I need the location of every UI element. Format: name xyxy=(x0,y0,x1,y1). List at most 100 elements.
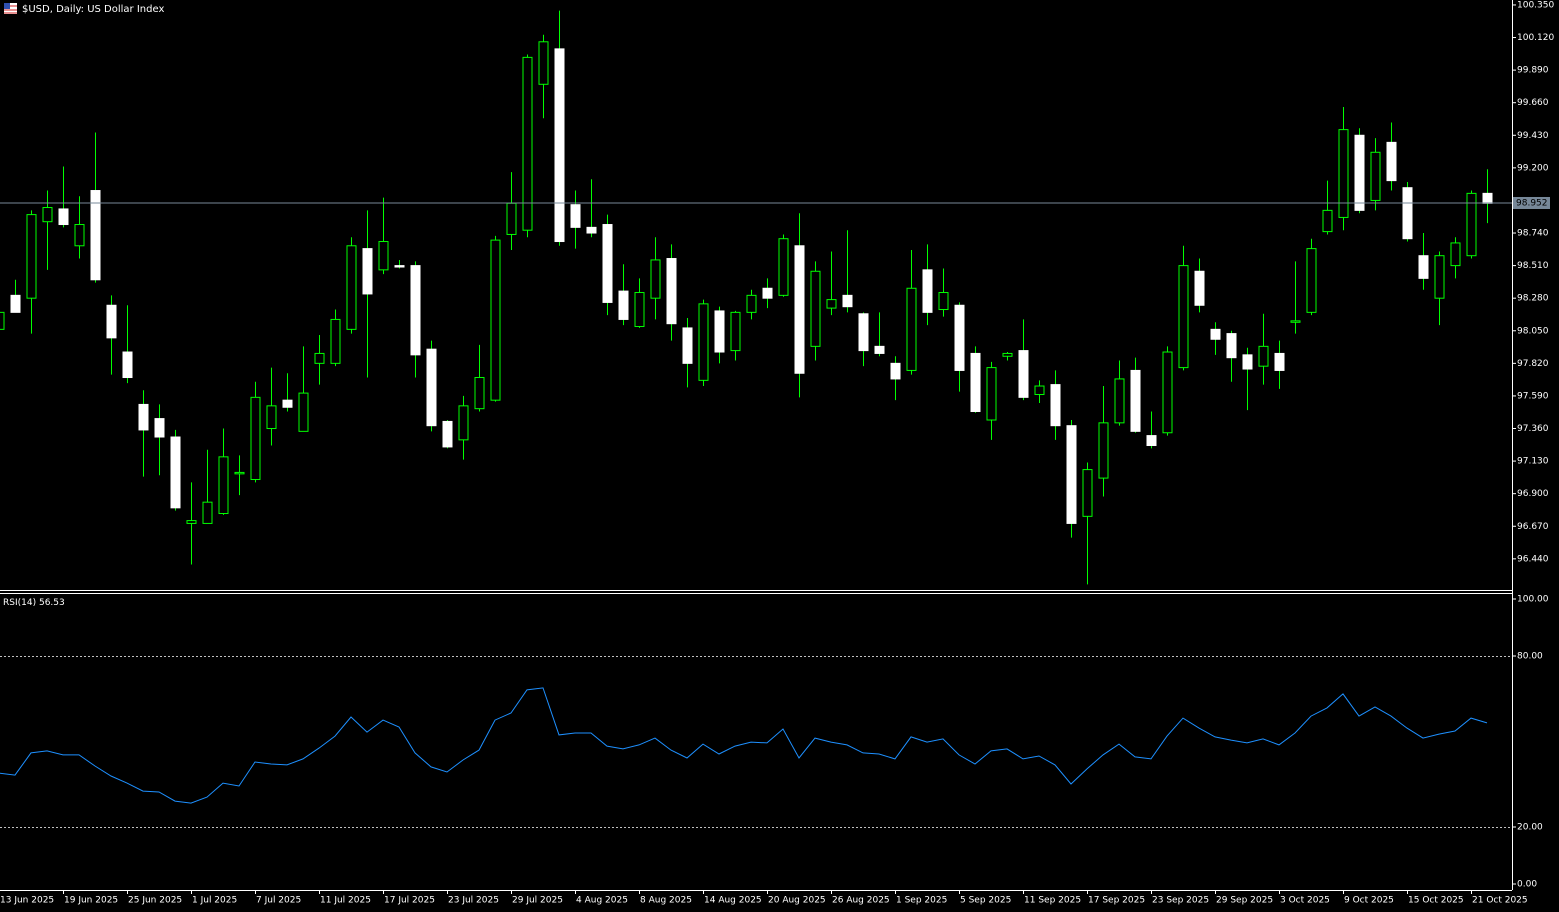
y-tick-label: 98.050 xyxy=(1517,326,1549,336)
candle-body xyxy=(362,248,373,295)
y-tick-label: 99.660 xyxy=(1517,98,1549,108)
candle-body xyxy=(698,303,709,381)
candle-body xyxy=(1178,265,1189,369)
candle-body xyxy=(1002,352,1013,357)
candle-body xyxy=(1066,425,1077,524)
x-tick-label: 29 Sep 2025 xyxy=(1216,896,1273,906)
price-label-box xyxy=(1513,196,1550,209)
candle-body xyxy=(330,318,341,364)
candle-body xyxy=(1434,255,1445,299)
price-label: 98.952 xyxy=(1516,198,1548,208)
x-tick-label: 29 Jul 2025 xyxy=(512,896,563,906)
candle-body xyxy=(986,367,997,421)
candle-body xyxy=(442,420,453,448)
candle-body xyxy=(506,202,517,235)
y-tick-label: 97.130 xyxy=(1517,457,1549,467)
candle-body xyxy=(218,456,229,515)
y-tick-label: 99.430 xyxy=(1517,131,1549,141)
candle-body xyxy=(1466,192,1477,257)
candle-body xyxy=(810,270,821,347)
y-tick-label: 97.590 xyxy=(1517,391,1549,401)
x-tick-label: 26 Aug 2025 xyxy=(832,896,890,906)
rsi-line xyxy=(0,687,1488,804)
candle-body xyxy=(1130,369,1141,432)
candle-body xyxy=(1402,187,1413,240)
y-tick-label: 99.890 xyxy=(1517,66,1549,76)
indicator-label: RSI(14) 56.53 xyxy=(3,598,65,608)
candle-body xyxy=(170,436,181,509)
candle-body xyxy=(842,294,853,308)
y-tick-label: 97.820 xyxy=(1517,359,1549,369)
candle-body xyxy=(602,224,613,303)
candle-body xyxy=(1418,255,1429,279)
candle-body xyxy=(1322,209,1333,233)
candle-body xyxy=(730,311,741,352)
candle-body xyxy=(282,399,293,408)
x-tick-label: 20 Aug 2025 xyxy=(768,896,826,906)
candle-body xyxy=(458,405,469,441)
y-tick-label: 100.00 xyxy=(1517,594,1549,604)
y-tick-label: 20.00 xyxy=(1517,823,1543,833)
candle-body xyxy=(1338,129,1349,218)
candle-body xyxy=(410,265,421,356)
candle-body xyxy=(538,41,549,85)
candle-body xyxy=(1386,141,1397,182)
candle-body xyxy=(346,245,357,330)
x-tick-label: 23 Sep 2025 xyxy=(1152,896,1209,906)
y-tick-label: 96.900 xyxy=(1517,489,1549,499)
candle-body xyxy=(186,520,197,524)
candle-body xyxy=(378,241,389,271)
candle-body xyxy=(634,292,645,328)
candle-body xyxy=(1370,151,1381,201)
candle-body xyxy=(922,269,933,313)
candle-body xyxy=(858,313,869,352)
candle-body xyxy=(554,48,565,243)
candle-body xyxy=(890,362,901,380)
candle-body xyxy=(202,501,213,524)
x-tick-label: 14 Aug 2025 xyxy=(704,896,762,906)
candle-body xyxy=(1034,385,1045,396)
candle-body xyxy=(714,310,725,353)
candle-body xyxy=(1114,378,1125,424)
candle-body xyxy=(138,403,149,431)
x-tick-label: 9 Oct 2025 xyxy=(1344,896,1394,906)
y-tick-label: 99.200 xyxy=(1517,163,1549,173)
candle-body xyxy=(1290,320,1301,323)
candle-body xyxy=(1226,333,1237,359)
x-tick-label: 1 Jul 2025 xyxy=(192,896,237,906)
y-tick-label: 96.670 xyxy=(1517,522,1549,532)
candle-body xyxy=(778,238,789,296)
candle-body xyxy=(490,239,501,401)
candle-body xyxy=(1274,352,1285,371)
candle-body xyxy=(122,351,133,379)
x-tick-label: 4 Aug 2025 xyxy=(576,896,628,906)
candle-body xyxy=(1098,422,1109,479)
candle-body xyxy=(1082,469,1093,517)
candle-body xyxy=(762,287,773,299)
candle-body xyxy=(586,226,597,234)
indicator-name: RSI(14) xyxy=(3,598,36,608)
candle-body xyxy=(1194,270,1205,306)
candle-body xyxy=(394,265,405,268)
chart-title: $USD, Daily: US Dollar Index xyxy=(22,4,164,15)
x-tick-label: 5 Sep 2025 xyxy=(960,896,1011,906)
indicator-value: 56.53 xyxy=(39,598,65,608)
x-tick-label: 7 Jul 2025 xyxy=(256,896,301,906)
candle-body xyxy=(314,352,325,364)
candle-body xyxy=(1146,435,1157,447)
x-tick-label: 23 Jul 2025 xyxy=(448,896,499,906)
candle-body xyxy=(42,207,53,223)
y-tick-label: 96.440 xyxy=(1517,554,1549,564)
candle-body xyxy=(1210,328,1221,340)
x-tick-label: 11 Sep 2025 xyxy=(1024,896,1081,906)
candle-body xyxy=(954,304,965,371)
x-tick-label: 25 Jun 2025 xyxy=(128,896,182,906)
x-tick-label: 13 Jun 2025 xyxy=(0,896,54,906)
candle-body xyxy=(266,405,277,430)
candle-body xyxy=(74,224,85,247)
candle-body xyxy=(794,245,805,374)
candle-body xyxy=(0,311,5,330)
y-tick-label: 98.740 xyxy=(1517,229,1549,239)
candle-body xyxy=(522,56,533,231)
